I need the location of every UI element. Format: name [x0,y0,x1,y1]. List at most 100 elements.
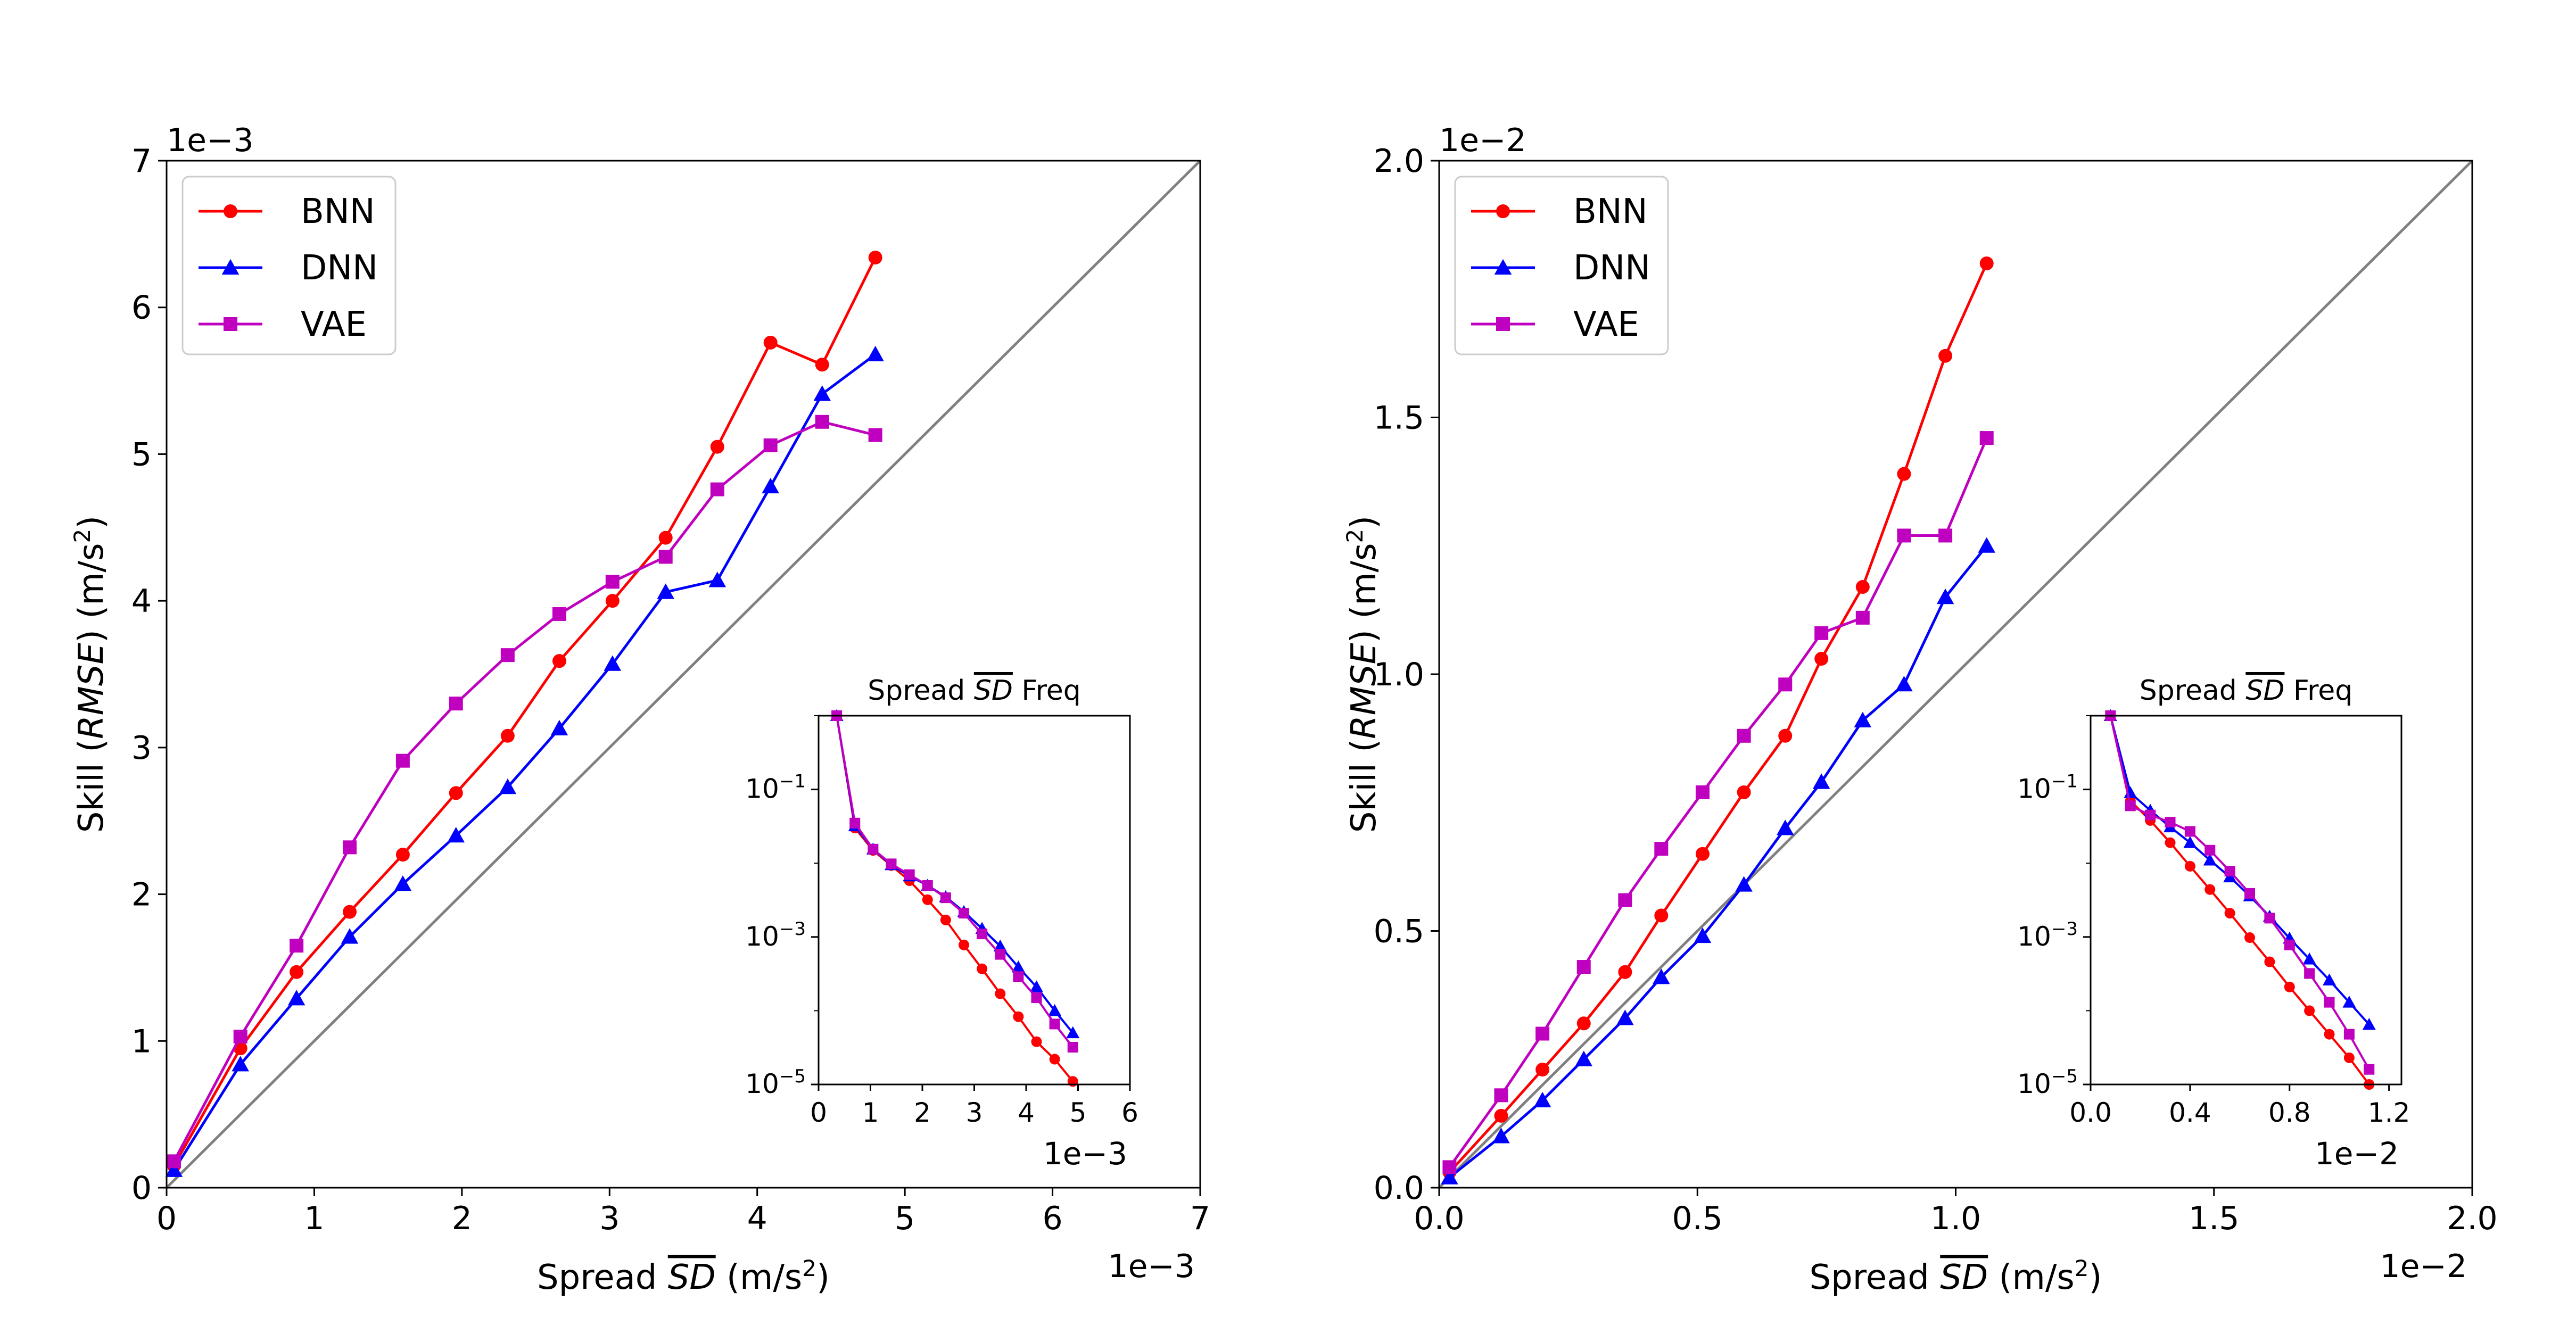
inset-y-tick-base: 10 [745,1068,779,1099]
inset-x-tick-label: 0.8 [2268,1097,2311,1128]
inset-point-bnn [2264,956,2275,967]
x-tick-label: 2.0 [2447,1200,2497,1237]
inset-point-vae [2205,844,2216,856]
point-dnn [550,719,568,736]
point-vae [1855,610,1870,625]
inset-point-vae [995,949,1006,960]
axes-frame [166,160,1201,1189]
inset-point-dnn [2183,836,2197,848]
point-vae [1618,893,1632,907]
legend-marker-dnn [221,259,240,275]
point-dnn [394,875,412,891]
point-bnn [552,654,566,668]
point-vae [1576,960,1591,974]
point-dnn [1616,1009,1634,1025]
y-tick-label: 6 [131,289,152,327]
chart-right: 0.0 0.5 1.0 1.5 2.0 0.0 0.5 1.0 1.5 2.0 1e−2 1e−2 Sp… [1342,122,2498,1297]
inset-y-tick-base: 10 [2017,774,2051,805]
point-dnn [762,477,779,494]
inset-point-dnn [2362,1017,2376,1030]
y-axis-label-exponent: 2 [1342,529,1368,543]
legend-label-dnn: DNN [1573,249,1650,288]
inset-point-vae [1013,971,1024,982]
y-tick-label: 2 [131,876,152,914]
inset-x-offset-label: 1e−2 [2315,1136,2399,1172]
inset-point-vae [2145,809,2156,821]
inset-point-bnn [922,894,933,905]
inset-point-vae [2264,913,2275,924]
point-vae [1778,677,1793,692]
point-bnn [1897,467,1911,481]
point-vae [290,939,304,953]
point-dnn [499,778,517,794]
inset-frame [2090,715,2402,1086]
point-dnn [287,990,306,1006]
legend-frame [181,176,397,355]
point-bnn [1535,1063,1550,1077]
legend-label-dnn: DNN [301,249,378,288]
point-vae [449,697,463,711]
inset-point-bnn [2304,1005,2315,1016]
inset-point-vae [2304,968,2315,979]
inset-point-vae [2284,939,2295,950]
y-tick-label: 0.0 [1374,1170,1424,1207]
legend-marker-dnn [1494,259,1512,275]
inset-point-dnn [1066,1026,1080,1039]
inset-point-dnn [2323,973,2336,985]
x-tick-label: 2 [452,1200,472,1237]
series-line-bnn [172,256,877,1166]
point-vae [1442,1160,1457,1174]
point-bnn [710,440,724,454]
x-offset-label: 1e−2 [2380,1248,2467,1285]
legend-label-vae: VAE [1573,305,1639,344]
legend: BNN DNN VAE [181,176,397,355]
inset-title: Spread SD Freq [868,675,1081,707]
inset-y-tick-label: 10−3 [745,918,806,952]
inset-y-tick-label: 10−5 [2017,1066,2078,1099]
legend-marker-vae [1496,317,1510,331]
inset-point-vae [1031,992,1042,1003]
point-bnn [605,594,620,608]
inset-y-tick-base: 10 [2017,921,2051,952]
inset-point-bnn [2184,860,2195,872]
inset-point-vae [868,843,879,855]
y-tick-label: 0 [131,1170,152,1207]
point-vae [658,550,673,564]
legend-label-bnn: BNN [1573,192,1648,231]
x-axis-label: Spread SD (m/s2) [1810,1255,2102,1298]
y-tick-label: 0.5 [1374,913,1424,950]
legend: BNN DNN VAE [1454,176,1669,355]
inset-point-vae [1067,1041,1078,1053]
point-bnn [1494,1108,1508,1123]
inset-y-tick-label: 10−3 [2017,918,2078,952]
point-vae [500,648,515,662]
point-bnn [343,905,357,919]
inset-point-dnn [993,939,1007,952]
x-tick-label: 4 [747,1200,767,1237]
inset-x-tick-label: 5 [1070,1097,1087,1128]
x-axis-label-close: ) [816,1258,830,1297]
inset-point-vae [1049,1018,1060,1030]
inset-point-bnn [2224,908,2235,919]
x-tick-label: 5 [895,1200,915,1237]
series-line-vae [1448,437,1988,1168]
point-vae [1979,431,1994,445]
point-dnn [1895,676,1913,692]
point-dnn [1694,927,1712,943]
inset-x-tick-label: 1.2 [2368,1097,2410,1128]
inset-x-tick-label: 6 [1121,1097,1138,1128]
x-axis-label-close: ) [2088,1258,2102,1297]
legend-marker-vae [224,317,237,331]
point-dnn [1533,1091,1551,1107]
point-dnn [1492,1128,1510,1144]
point-vae [605,575,620,589]
inset-point-vae [2125,800,2136,811]
inset-background [819,716,1130,1084]
inset-point-bnn [977,963,988,974]
point-dnn [232,1056,249,1072]
point-dnn [604,655,622,671]
series-line-vae [172,420,876,1162]
y-tick-label: 3 [131,730,152,767]
legend-marker-bnn [224,204,237,218]
inset-point-vae [940,892,951,904]
